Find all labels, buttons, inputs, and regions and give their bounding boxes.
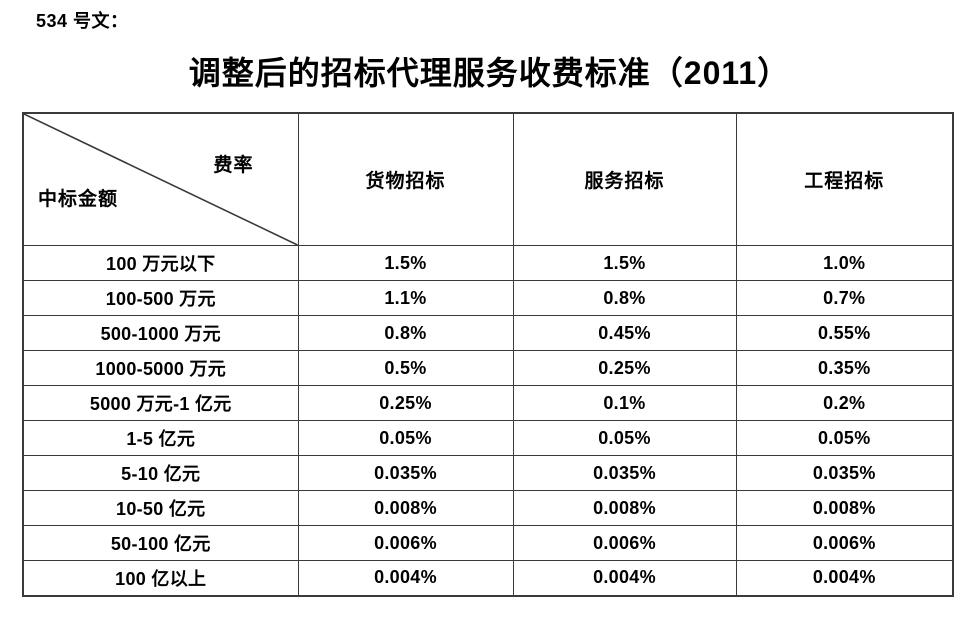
rate-cell: 0.8% xyxy=(512,280,737,316)
diagonal-corner-cell: 费率 中标金额 xyxy=(22,112,299,246)
rate-cell: 0.008% xyxy=(512,490,737,526)
rate-cell: 0.035% xyxy=(297,455,514,491)
rate-cell: 0.035% xyxy=(512,455,737,491)
rate-cell: 0.006% xyxy=(735,525,954,561)
rate-cell: 1.5% xyxy=(512,245,737,281)
rate-cell: 0.006% xyxy=(297,525,514,561)
rate-cell: 0.05% xyxy=(735,420,954,456)
rate-cell: 0.05% xyxy=(512,420,737,456)
amount-cell: 500-1000 万元 xyxy=(22,315,299,351)
rate-cell: 0.05% xyxy=(297,420,514,456)
page-title: 调整后的招标代理服务收费标准（2011） xyxy=(188,55,791,91)
table-row: 100-500 万元 1.1% 0.8% 0.7% xyxy=(22,280,954,316)
rate-cell: 1.0% xyxy=(735,245,954,281)
rate-cell: 0.5% xyxy=(297,350,514,386)
rate-cell: 0.35% xyxy=(735,350,954,386)
rate-cell: 0.8% xyxy=(297,315,514,351)
rate-cell: 0.7% xyxy=(735,280,954,316)
diagonal-line xyxy=(24,114,297,245)
amount-cell: 1-5 亿元 xyxy=(22,420,299,456)
table-row: 50-100 亿元 0.006% 0.006% 0.006% xyxy=(22,525,954,561)
rate-cell: 0.2% xyxy=(735,385,954,421)
rate-cell: 1.5% xyxy=(297,245,514,281)
doc-number-label: 534 号文： xyxy=(36,11,129,31)
amount-cell: 50-100 亿元 xyxy=(22,525,299,561)
rate-cell: 0.035% xyxy=(735,455,954,491)
rate-cell: 1.1% xyxy=(297,280,514,316)
rate-cell: 0.004% xyxy=(735,560,954,596)
rate-cell: 0.008% xyxy=(735,490,954,526)
table-row: 5-10 亿元 0.035% 0.035% 0.035% xyxy=(22,455,954,491)
rate-cell: 0.008% xyxy=(297,490,514,526)
corner-label-amount: 中标金额 xyxy=(38,189,119,210)
amount-cell: 5-10 亿元 xyxy=(22,455,299,491)
amount-cell: 100-500 万元 xyxy=(22,280,299,316)
rate-cell: 0.004% xyxy=(512,560,737,596)
table-row: 500-1000 万元 0.8% 0.45% 0.55% xyxy=(22,315,954,351)
corner-label-rate: 费率 xyxy=(213,155,254,176)
rate-cell: 0.55% xyxy=(735,315,954,351)
header-row: 费率 中标金额 货物招标 服务招标 工程招标 xyxy=(22,112,954,246)
amount-cell: 100 亿以上 xyxy=(22,560,299,596)
rate-cell: 0.006% xyxy=(512,525,737,561)
amount-cell: 10-50 亿元 xyxy=(22,490,299,526)
table-row: 100 亿以上 0.004% 0.004% 0.004% xyxy=(22,560,954,596)
amount-cell: 100 万元以下 xyxy=(22,245,299,281)
rate-cell: 0.25% xyxy=(512,350,737,386)
table-row: 1-5 亿元 0.05% 0.05% 0.05% xyxy=(22,420,954,456)
table-row: 10-50 亿元 0.008% 0.008% 0.008% xyxy=(22,490,954,526)
column-header-services: 服务招标 xyxy=(512,112,737,246)
rate-cell: 0.45% xyxy=(512,315,737,351)
table-row: 1000-5000 万元 0.5% 0.25% 0.35% xyxy=(22,350,954,386)
amount-cell: 1000-5000 万元 xyxy=(22,350,299,386)
table-body: 100 万元以下 1.5% 1.5% 1.0% 100-500 万元 1.1% 0.8% 0.… xyxy=(22,245,954,596)
rate-cell: 0.004% xyxy=(297,560,514,596)
amount-cell: 5000 万元-1 亿元 xyxy=(22,385,299,421)
fee-rate-table: 费率 中标金额 货物招标 服务招标 工程招标 100 万元以下 1.5% 1.5% 1… xyxy=(22,112,954,597)
table-row: 100 万元以下 1.5% 1.5% 1.0% xyxy=(22,245,954,281)
rate-cell: 0.1% xyxy=(512,385,737,421)
column-header-engineering: 工程招标 xyxy=(735,112,954,246)
table-row: 5000 万元-1 亿元 0.25% 0.1% 0.2% xyxy=(22,385,954,421)
column-header-goods: 货物招标 xyxy=(297,112,514,246)
rate-cell: 0.25% xyxy=(297,385,514,421)
